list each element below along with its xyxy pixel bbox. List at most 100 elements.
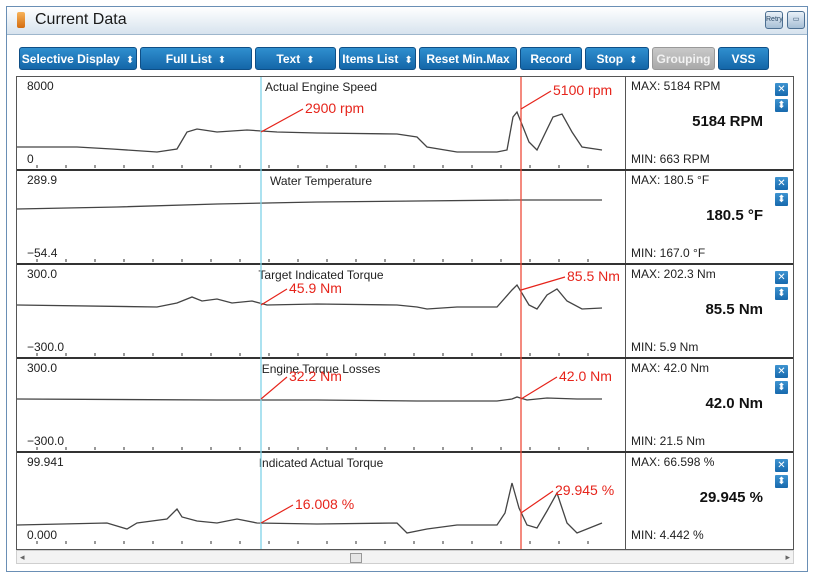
toolbar-button-items-list[interactable]: Items List ⬍ (339, 47, 416, 70)
close-panel-icon[interactable]: ✕ (775, 177, 788, 190)
scale-min-label: −300.0 (27, 340, 65, 354)
reorder-panel-icon[interactable]: ⬍ (775, 193, 788, 206)
panel-title: Engine Torque Losses (261, 362, 381, 376)
scroll-left-arrow-icon[interactable]: ◂ (20, 552, 25, 562)
toolbar-button-selective-display[interactable]: Selective Display ⬍ (19, 47, 137, 70)
button-label: Full List (165, 52, 212, 66)
annotation-leader (260, 108, 304, 133)
min-value: MIN: 167.0 °F (631, 246, 706, 260)
cursor-annotation: 29.945 % (555, 482, 614, 498)
trace-chart (17, 110, 603, 168)
toolbar-button-full-list[interactable]: Full List ⬍ (140, 47, 252, 70)
panel-separator (17, 357, 793, 359)
horizontal-scrollbar[interactable]: ◂ ▸ (16, 550, 794, 564)
reorder-panel-icon[interactable]: ⬍ (775, 381, 788, 394)
toolbar-button-vss[interactable]: VSS (718, 47, 769, 70)
max-value: MAX: 5184 RPM (631, 79, 721, 93)
scroll-thumb[interactable] (350, 553, 362, 563)
toolbar-button-record[interactable]: Record (520, 47, 582, 70)
button-label: Grouping (656, 52, 711, 66)
panel-title: Actual Engine Speed (264, 80, 378, 94)
value-column-divider (625, 77, 626, 549)
data-grid: 8000 0 Actual Engine Speed MAX: 5184 RPM MIN… (16, 76, 794, 550)
data-panel: 300.0 −300.0 Target Indicated Torque MAX: 2… (17, 265, 793, 359)
min-value: MIN: 5.9 Nm (631, 340, 699, 354)
updown-caret-icon: ⬍ (629, 55, 638, 66)
min-value: MIN: 4.442 % (631, 528, 704, 542)
cursor-layer: 2900 rpm 5100 rpm 45.9 Nm 85.5 Nm 32.2 Nm 42.… (260, 77, 620, 549)
retry-button[interactable]: Retry (765, 11, 783, 29)
trace-chart (17, 396, 602, 450)
annotation-leader (520, 90, 552, 110)
button-label: Record (530, 52, 572, 66)
current-value: 180.5 °F (706, 207, 763, 224)
annotation-leader (260, 376, 288, 400)
reorder-panel-icon[interactable]: ⬍ (775, 99, 788, 112)
app-icon (17, 12, 25, 28)
toolbar-button-reset-min-max[interactable]: Reset Min.Max (419, 47, 517, 70)
maximize-icon: ▭ (792, 16, 800, 23)
reorder-panel-icon[interactable]: ⬍ (775, 287, 788, 300)
panel-separator (17, 263, 793, 265)
button-label: VSS (731, 52, 756, 66)
max-value: MAX: 202.3 Nm (631, 267, 716, 281)
cursor-annotation: 45.9 Nm (289, 280, 342, 296)
trace-chart (17, 283, 603, 356)
maximize-button[interactable]: ▭ (787, 11, 805, 29)
data-panel: 99.941 0.000 Indicated Actual Torque MAX: 6… (17, 453, 793, 547)
close-panel-icon[interactable]: ✕ (775, 459, 788, 472)
data-panel: 8000 0 Actual Engine Speed MAX: 5184 RPM MIN… (17, 77, 793, 171)
signal-trace (17, 199, 602, 210)
scale-max-label: 289.9 (27, 173, 58, 187)
toolbar-button-text[interactable]: Text ⬍ (255, 47, 336, 70)
signal-trace (17, 396, 602, 402)
max-value: MAX: 42.0 Nm (631, 361, 710, 375)
scale-max-label: 8000 (27, 79, 54, 93)
annotation-leader (520, 376, 558, 400)
close-panel-icon[interactable]: ✕ (775, 83, 788, 96)
reorder-panel-icon[interactable]: ⬍ (775, 475, 788, 488)
annotation-leader (260, 504, 294, 524)
panel-title: Target Indicated Torque (258, 268, 384, 282)
annotation-leader (520, 490, 554, 514)
panel-title: Indicated Actual Torque (258, 456, 384, 470)
button-label: Reset Min.Max (426, 52, 510, 66)
annotation-leader (520, 276, 566, 291)
scale-min-label: −300.0 (27, 434, 65, 448)
cursor-annotation: 2900 rpm (305, 100, 364, 116)
scale-min-label: −54.4 (27, 246, 58, 260)
cursor-annotation: 16.008 % (295, 496, 354, 512)
close-panel-icon[interactable]: ✕ (775, 365, 788, 378)
scale-min-label: 0.000 (27, 528, 58, 542)
current-value: 29.945 % (699, 489, 763, 506)
min-value: MIN: 663 RPM (631, 152, 710, 166)
panel-title: Water Temperature (269, 174, 373, 188)
panel-separator (17, 451, 793, 453)
title-bar: Current Data Retry ▭ (7, 7, 807, 35)
trace-chart (17, 482, 603, 544)
retry-icon: Retry (766, 16, 783, 23)
button-label: Text (276, 52, 301, 66)
current-value: 42.0 Nm (705, 395, 763, 412)
toolbar-button-grouping[interactable]: Grouping (652, 47, 715, 70)
annotation-leader (260, 288, 288, 306)
cursor-annotation: 42.0 Nm (559, 368, 612, 384)
updown-caret-icon: ⬍ (404, 55, 413, 66)
max-value: MAX: 180.5 °F (631, 173, 710, 187)
current-data-window: Current Data Retry ▭ Selective Display ⬍ F… (6, 6, 808, 572)
scroll-right-arrow-icon[interactable]: ▸ (785, 552, 790, 562)
close-panel-icon[interactable]: ✕ (775, 271, 788, 284)
scale-max-label: 300.0 (27, 267, 58, 281)
scale-min-label: 0 (27, 152, 34, 166)
cursor-annotation: 32.2 Nm (289, 368, 342, 384)
current-value: 85.5 Nm (705, 301, 763, 318)
cursor-annotation: 85.5 Nm (567, 268, 620, 284)
signal-trace (17, 283, 603, 310)
toolbar-button-stop[interactable]: Stop ⬍ (585, 47, 649, 70)
scale-max-label: 99.941 (27, 455, 64, 469)
signal-trace (17, 110, 603, 153)
signal-trace (17, 482, 603, 534)
data-panel: 300.0 −300.0 Engine Torque Losses MAX: 42.0… (17, 359, 793, 453)
toolbar: Selective Display ⬍ Full List ⬍ Text ⬍ Items L… (7, 44, 807, 72)
button-label: Selective Display (21, 52, 120, 66)
